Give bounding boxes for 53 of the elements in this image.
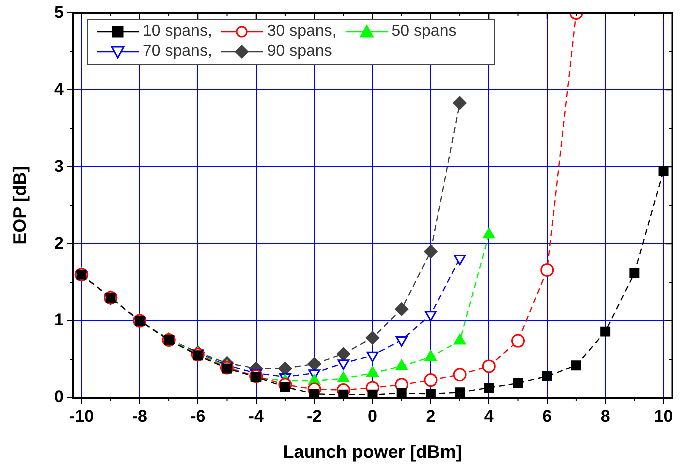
point — [600, 326, 611, 337]
x-tick-label: -10 — [69, 406, 94, 426]
point — [424, 245, 438, 259]
x-tick-label: 8 — [600, 406, 610, 426]
point — [453, 368, 467, 382]
x-tick-label: 6 — [542, 406, 552, 426]
point — [308, 357, 322, 371]
x-tick-label: 4 — [484, 406, 494, 426]
point — [454, 334, 466, 345]
point — [658, 166, 669, 176]
point — [395, 302, 409, 316]
point — [396, 388, 407, 398]
point — [484, 383, 494, 393]
x-tick-label: 2 — [426, 406, 436, 426]
x-tick-label: 10 — [654, 406, 674, 426]
point — [540, 263, 554, 277]
legend-label: 70 spans, — [143, 43, 212, 62]
y-axis-title: EOP [dB] — [10, 166, 30, 245]
point — [513, 378, 524, 388]
legend-label: 50 spans — [392, 23, 457, 42]
x-tick-label: -6 — [190, 406, 206, 426]
point — [483, 228, 496, 239]
point — [366, 331, 380, 345]
point — [630, 268, 640, 278]
y-tick-label: 4 — [54, 80, 65, 99]
x-tick-label: -8 — [132, 406, 148, 426]
point — [366, 366, 379, 378]
legend-label: 30 spans, — [267, 23, 337, 42]
y-tick-label: 5 — [54, 2, 64, 22]
y-tick-label: 3 — [54, 156, 64, 176]
point — [425, 350, 437, 361]
point — [455, 388, 466, 398]
point — [426, 389, 436, 398]
y-tick-label: 1 — [54, 310, 64, 330]
y-tick-label: 2 — [54, 234, 64, 253]
x-axis-title: Launch power [dBm] — [283, 442, 462, 462]
legend-label: 90 spans — [267, 43, 332, 62]
x-tick-label: -2 — [306, 406, 322, 426]
point — [454, 254, 466, 266]
point — [453, 96, 467, 110]
legend-label: 10 spans, — [143, 23, 212, 42]
x-tick-label: 0 — [368, 406, 378, 426]
point — [571, 360, 582, 371]
y-tick-label: 0 — [54, 388, 64, 407]
point — [542, 371, 552, 382]
point — [336, 347, 350, 361]
point — [338, 372, 350, 383]
point — [424, 374, 438, 388]
point — [396, 360, 408, 370]
point — [368, 390, 378, 398]
point — [482, 360, 496, 374]
point — [512, 334, 526, 348]
x-tick-label: -4 — [248, 406, 264, 426]
